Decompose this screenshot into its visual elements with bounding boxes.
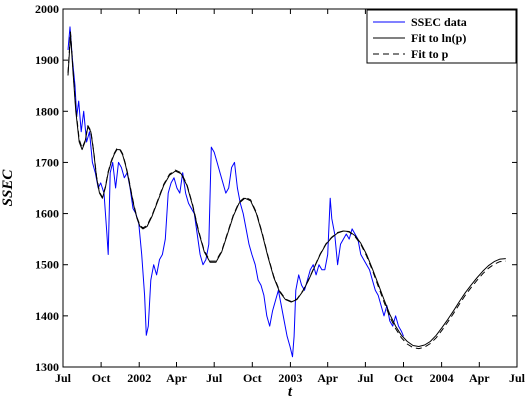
series-fit-p: [67, 31, 506, 350]
series-fit-ln-p: [67, 34, 506, 347]
x-tick-label-8: Jul: [357, 371, 374, 385]
y-tick-label-2: 1500: [35, 258, 59, 272]
series-ssec-data: [67, 26, 404, 358]
y-tick-label-0: 1300: [35, 360, 59, 374]
legend: SSEC data Fit to ln(p) Fit to p: [366, 9, 517, 64]
x-tick-label-11: Apr: [469, 371, 490, 385]
x-tick-label-4: Jul: [206, 371, 223, 385]
x-tick-label-12: Jul: [509, 371, 526, 385]
y-tick-label-1: 1400: [35, 309, 59, 323]
x-tick-label-1: Oct: [92, 371, 111, 385]
x-tick-label-2: 2002: [127, 371, 151, 385]
x-tick-label-7: Apr: [317, 371, 338, 385]
x-tick-label-5: Oct: [243, 371, 262, 385]
x-tick-label-6: 2003: [278, 371, 302, 385]
legend-label-fit-ln-p: Fit to ln(p): [411, 31, 466, 45]
x-tick-label-10: 2004: [430, 371, 454, 385]
y-tick-label-5: 1800: [35, 104, 59, 118]
y-tick-label-4: 1700: [35, 155, 59, 169]
x-tick-label-0: Jul: [55, 371, 72, 385]
y-axis-title: SSEC: [0, 169, 16, 207]
x-axis-title: t: [288, 384, 293, 400]
series-layer: [67, 26, 506, 358]
tick-labels: Jul Oct 2002 Apr Jul Oct 2003 Apr Jul Oct 2004 Apr J…: [35, 2, 526, 385]
legend-box: [366, 9, 517, 64]
legend-label-ssec: SSEC data: [411, 15, 467, 29]
y-tick-label-6: 1900: [35, 53, 59, 67]
x-tick-label-3: Apr: [166, 371, 187, 385]
x-tick-label-9: Oct: [394, 371, 413, 385]
legend-label-fit-p: Fit to p: [411, 47, 449, 61]
y-tick-label-7: 2000: [35, 2, 59, 16]
y-tick-label-3: 1600: [35, 207, 59, 221]
